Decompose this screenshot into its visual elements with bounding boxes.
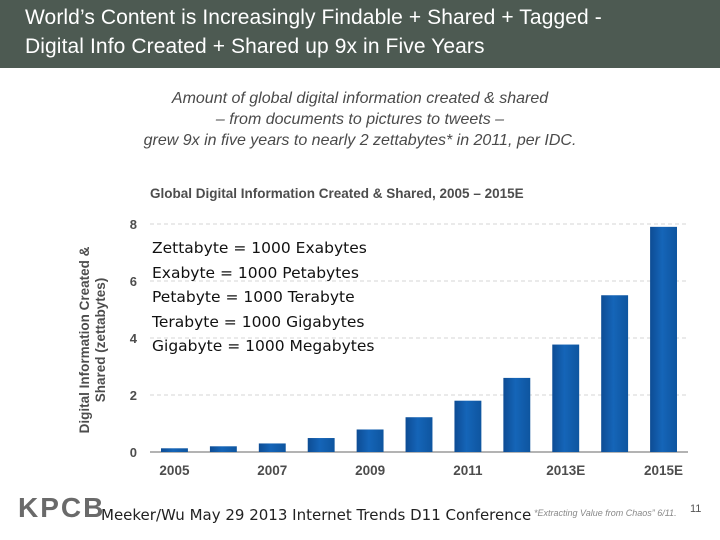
bar-2015E bbox=[650, 226, 677, 452]
subtitle-line-2: – from documents to pictures to tweets – bbox=[215, 111, 505, 128]
slide-subtitle: Amount of global digital information cre… bbox=[90, 88, 630, 151]
subtitle-line-3: grew 9x in five years to nearly 2 zettab… bbox=[143, 132, 577, 149]
bar-2005 bbox=[161, 448, 188, 452]
x-tick-label: 2015E bbox=[644, 463, 683, 478]
x-tick-labels: 2005 2007 2009 2011 2013E 2015E bbox=[159, 463, 683, 478]
definition-terabyte: Terabyte = 1000 Gigabytes bbox=[152, 312, 365, 331]
bar-2011 bbox=[454, 400, 482, 452]
footer-credit: Meeker/Wu May 29 2013 Internet Trends D1… bbox=[101, 506, 532, 524]
y-tick-label: 4 bbox=[130, 331, 138, 346]
x-tick-label: 2009 bbox=[355, 463, 385, 478]
source-note: *Extracting Value from Chaos” 6/11. bbox=[534, 508, 677, 518]
page-number: 11 bbox=[690, 503, 702, 515]
definition-zettabyte: Zettabyte = 1000 Exabytes bbox=[152, 239, 367, 257]
chart-title: Global Digital Information Created & Sha… bbox=[150, 186, 524, 201]
bar-2013E bbox=[552, 344, 580, 452]
x-tick-label: 2011 bbox=[453, 463, 483, 478]
slide-header: World’s Content is Increasingly Findable… bbox=[0, 0, 720, 68]
definition-gigabyte: Gigabyte = 1000 Megabytes bbox=[152, 337, 375, 355]
unit-definitions: Zettabyte = 1000 Exabytes Exabyte = 1000… bbox=[152, 236, 374, 359]
definition-exabyte: Exabyte = 1000 Petabytes bbox=[152, 263, 359, 282]
definition-petabyte: Petabyte = 1000 Terabyte bbox=[152, 288, 355, 306]
bar-2012E bbox=[503, 377, 531, 452]
slide-title-line-2: Digital Info Created + Shared up 9x in F… bbox=[25, 35, 485, 58]
x-tick-label: 2007 bbox=[257, 463, 287, 478]
subtitle-line-1: Amount of global digital information cre… bbox=[171, 90, 549, 107]
bar-2008 bbox=[307, 438, 335, 452]
bar-2006 bbox=[209, 446, 237, 452]
y-tick-label: 8 bbox=[130, 217, 137, 232]
x-tick-label: 2005 bbox=[159, 463, 190, 478]
bar-2010 bbox=[405, 417, 433, 452]
y-tick-labels: 0 2 4 6 8 bbox=[130, 217, 138, 460]
slide-title-line-1: World’s Content is Increasingly Findable… bbox=[25, 6, 602, 29]
y-tick-label: 2 bbox=[130, 388, 137, 403]
y-tick-label: 6 bbox=[130, 274, 137, 289]
bar-2009 bbox=[356, 429, 384, 452]
y-tick-label: 0 bbox=[130, 445, 137, 460]
kpcb-logo: KPCB bbox=[18, 492, 106, 523]
bars bbox=[161, 226, 677, 452]
bar-2014E bbox=[601, 295, 629, 452]
x-tick-label: 2013E bbox=[546, 463, 585, 478]
bar-2007 bbox=[258, 443, 286, 452]
